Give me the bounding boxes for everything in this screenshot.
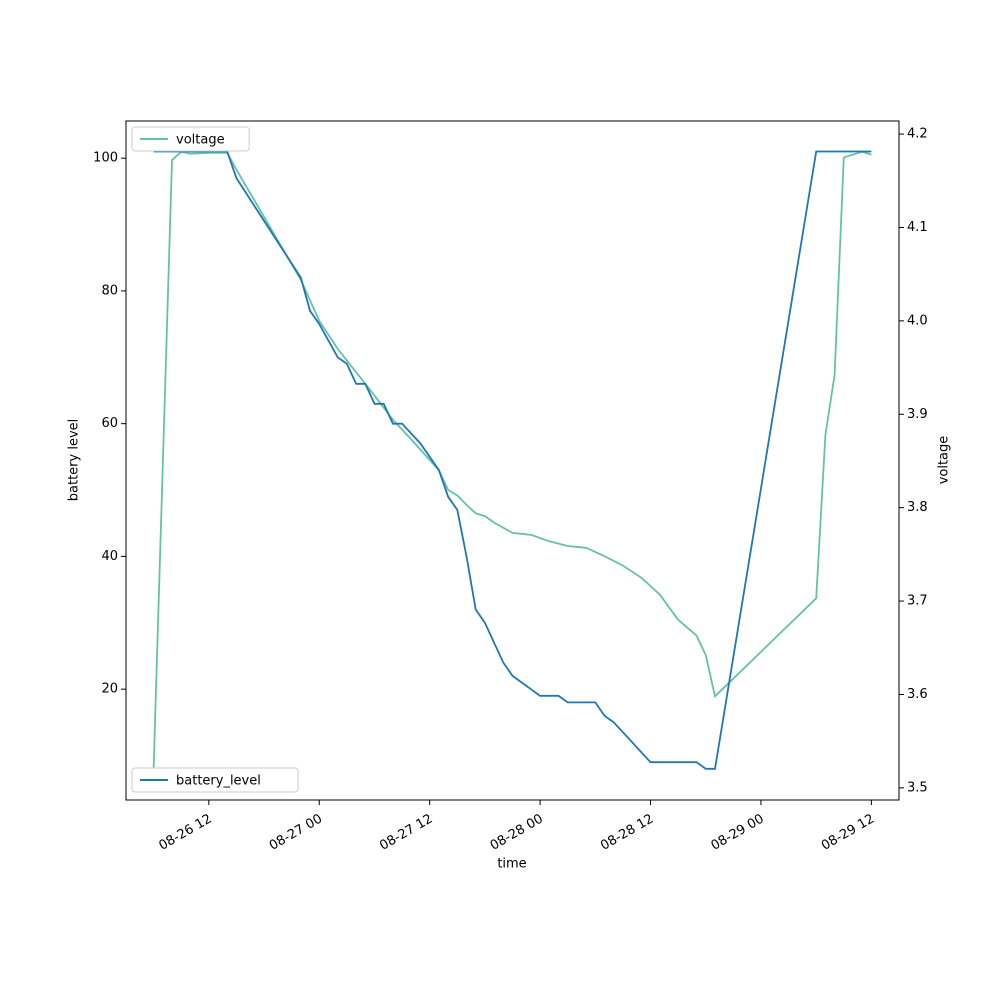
y2-tick-label: 3.5: [907, 780, 928, 795]
y-axis-label: battery level: [67, 419, 82, 502]
y2-tick-label: 4.1: [907, 220, 928, 235]
y2-tick-label: 3.8: [907, 500, 928, 515]
series-line: [153, 150, 872, 770]
y-tick-label: 20: [101, 682, 118, 697]
y2-tick-label: 4.2: [907, 127, 928, 142]
y-tick-label: 100: [93, 151, 118, 166]
y-tick-label: 60: [101, 416, 118, 431]
y2-tick-label: 4.0: [907, 313, 928, 328]
legend: battery_level: [131, 767, 299, 793]
y2-tick-label: 3.7: [907, 594, 928, 609]
y-tick-label: 80: [101, 283, 118, 298]
y2-tick-label: 3.9: [907, 407, 928, 422]
x-axis-label: time: [497, 857, 526, 872]
y2-tick-label: 3.6: [907, 687, 928, 702]
legend-box: [131, 126, 250, 152]
legend-label: battery_level: [176, 774, 261, 789]
y-tick-label: 40: [101, 549, 118, 564]
legend-box: [131, 767, 299, 793]
legend-label: voltage: [176, 133, 225, 148]
plot-frame: [125, 120, 900, 801]
legend: voltage: [131, 126, 250, 152]
y2-axis-label: voltage: [937, 436, 952, 485]
